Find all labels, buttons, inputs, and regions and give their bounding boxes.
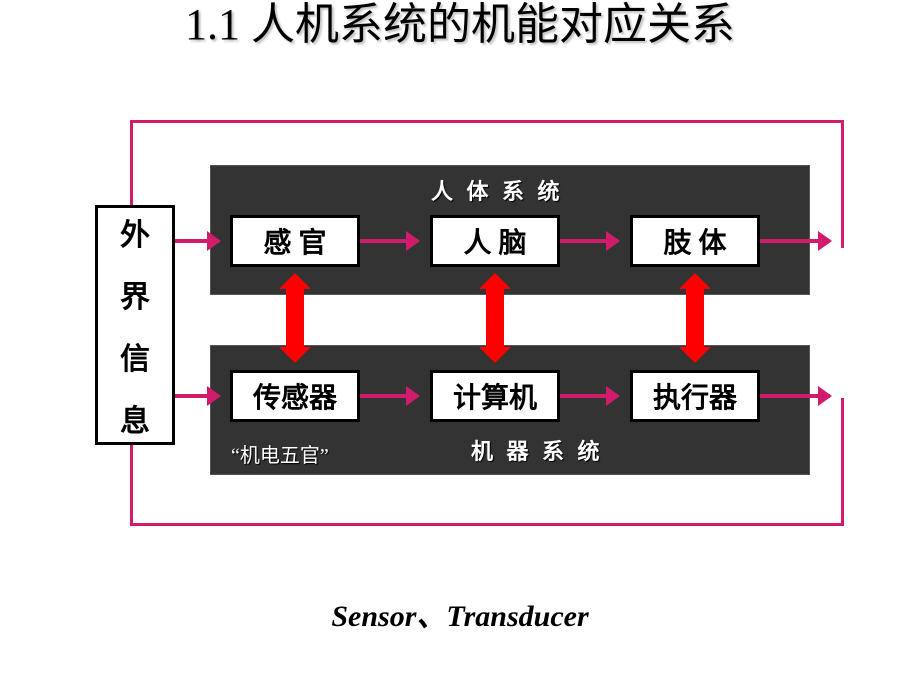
node-brain: 人 脑 bbox=[430, 215, 560, 267]
arrow-computer-actuator bbox=[560, 394, 618, 398]
arrow-sensor-computer bbox=[360, 394, 418, 398]
side-char: 界 bbox=[120, 272, 150, 316]
human-system-label: 人 体 系 统 bbox=[431, 174, 564, 206]
side-char: 外 bbox=[120, 210, 150, 254]
electromechanical-label: “机电五官” bbox=[231, 439, 361, 468]
dbl-arrow-2 bbox=[486, 288, 504, 348]
dbl-arrow-3 bbox=[686, 288, 704, 348]
side-char: 信 bbox=[120, 334, 150, 378]
dbl-arrow-1 bbox=[286, 288, 304, 348]
node-computer: 计算机 bbox=[430, 370, 560, 422]
node-actuator: 执行器 bbox=[630, 370, 760, 422]
node-limb: 肢 体 bbox=[630, 215, 760, 267]
diagram-container: 外 界 信 息 人 体 系 统 机 器 系 统 “机电五官” 感 官 人 脑 肢… bbox=[75, 120, 845, 540]
caption-text: Sensor、Transducer bbox=[0, 591, 920, 635]
page-title: 1.1 人机系统的机能对应关系 bbox=[0, 0, 920, 51]
node-sense: 感 官 bbox=[230, 215, 360, 267]
arrow-limb-out bbox=[760, 239, 830, 243]
arrow-actuator-out bbox=[760, 394, 830, 398]
external-info-box: 外 界 信 息 bbox=[95, 205, 175, 445]
node-sensor: 传感器 bbox=[230, 370, 360, 422]
machine-system-label: 机 器 系 统 bbox=[471, 434, 604, 466]
arrow-sense-brain bbox=[360, 239, 418, 243]
side-char: 息 bbox=[120, 396, 150, 440]
arrow-to-sense bbox=[175, 239, 219, 243]
arrow-brain-limb bbox=[560, 239, 618, 243]
arrow-to-sensor bbox=[175, 394, 219, 398]
